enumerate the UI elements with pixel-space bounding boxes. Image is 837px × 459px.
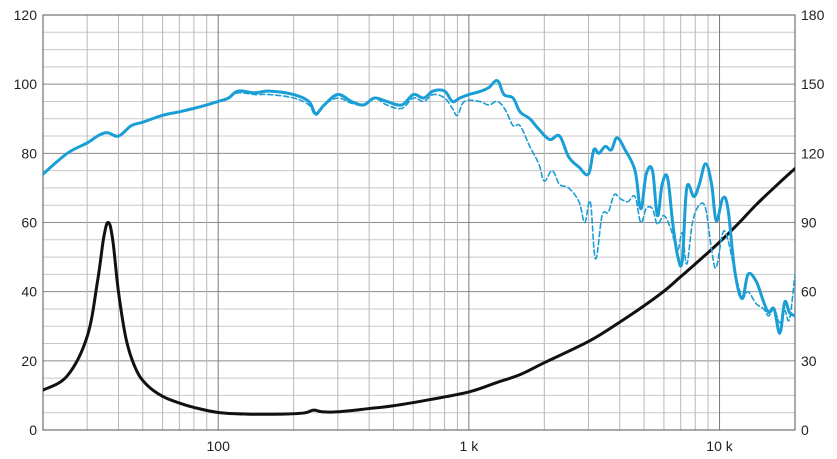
- plot-border: [42, 14, 796, 431]
- chart-tick-labels: 0 20 40 60 80 100 120 0 30 60 90 120 150 180 100 1 k 10 …: [14, 7, 825, 454]
- y-tick-label: 20: [21, 353, 37, 369]
- y-tick-label: 40: [21, 284, 37, 300]
- y-tick-label: 60: [21, 215, 37, 231]
- x-tick-label: 100: [207, 438, 231, 454]
- y2-tick-label: 180: [801, 7, 825, 23]
- y-tick-label: 0: [29, 422, 37, 438]
- series-line-response-dashed: [43, 91, 795, 324]
- y-tick-label: 120: [14, 7, 38, 23]
- y-tick-label: 100: [14, 76, 38, 92]
- x-tick-label: 10 k: [706, 438, 733, 454]
- y2-tick-label: 150: [801, 76, 825, 92]
- y2-tick-label: 0: [801, 422, 809, 438]
- chart-grid: [42, 14, 796, 431]
- chart-series: [43, 79, 795, 416]
- y2-tick-label: 60: [801, 284, 817, 300]
- y-tick-label: 80: [21, 145, 37, 161]
- y2-tick-label: 90: [801, 215, 817, 231]
- y2-tick-label: 120: [801, 145, 825, 161]
- x-tick-label: 1 k: [460, 438, 480, 454]
- series-line-impedance: [43, 167, 795, 416]
- y2-tick-label: 30: [801, 353, 817, 369]
